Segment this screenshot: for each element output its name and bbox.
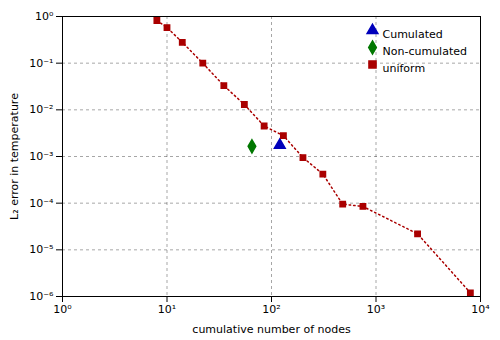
- svg-text:cumulative number of nodes: cumulative number of nodes: [192, 323, 351, 336]
- svg-text:10⁻¹: 10⁻¹: [29, 57, 53, 70]
- svg-text:10⁻⁶: 10⁻⁶: [29, 290, 54, 303]
- svg-text:L₂ error in temperature: L₂ error in temperature: [8, 93, 21, 220]
- svg-text:10⁻³: 10⁻³: [29, 150, 53, 163]
- svg-text:10⁰: 10⁰: [35, 10, 54, 23]
- svg-text:10¹: 10¹: [158, 303, 176, 316]
- svg-text:uniform: uniform: [383, 62, 426, 75]
- svg-text:10⁴: 10⁴: [471, 303, 490, 316]
- svg-text:Non-cumulated: Non-cumulated: [383, 45, 467, 58]
- svg-text:10⁻⁵: 10⁻⁵: [29, 243, 53, 256]
- svg-text:10⁻²: 10⁻²: [29, 103, 53, 116]
- svg-text:10⁻⁴: 10⁻⁴: [29, 197, 54, 210]
- svg-text:10²: 10²: [262, 303, 280, 316]
- svg-text:10⁰: 10⁰: [53, 303, 72, 316]
- svg-text:Cumulated: Cumulated: [383, 28, 443, 41]
- svg-text:10³: 10³: [367, 303, 385, 316]
